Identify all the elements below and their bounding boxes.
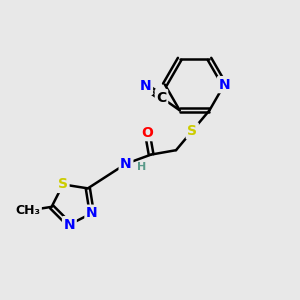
Text: N: N xyxy=(218,78,230,92)
Text: S: S xyxy=(58,177,68,191)
Text: S: S xyxy=(187,124,197,138)
Text: H: H xyxy=(137,162,146,172)
Text: N: N xyxy=(140,80,152,94)
Text: N: N xyxy=(64,218,75,232)
Text: N: N xyxy=(120,157,132,171)
Text: N: N xyxy=(86,206,98,220)
Text: C: C xyxy=(156,91,167,105)
Text: O: O xyxy=(141,126,153,140)
Text: CH₃: CH₃ xyxy=(16,204,41,217)
